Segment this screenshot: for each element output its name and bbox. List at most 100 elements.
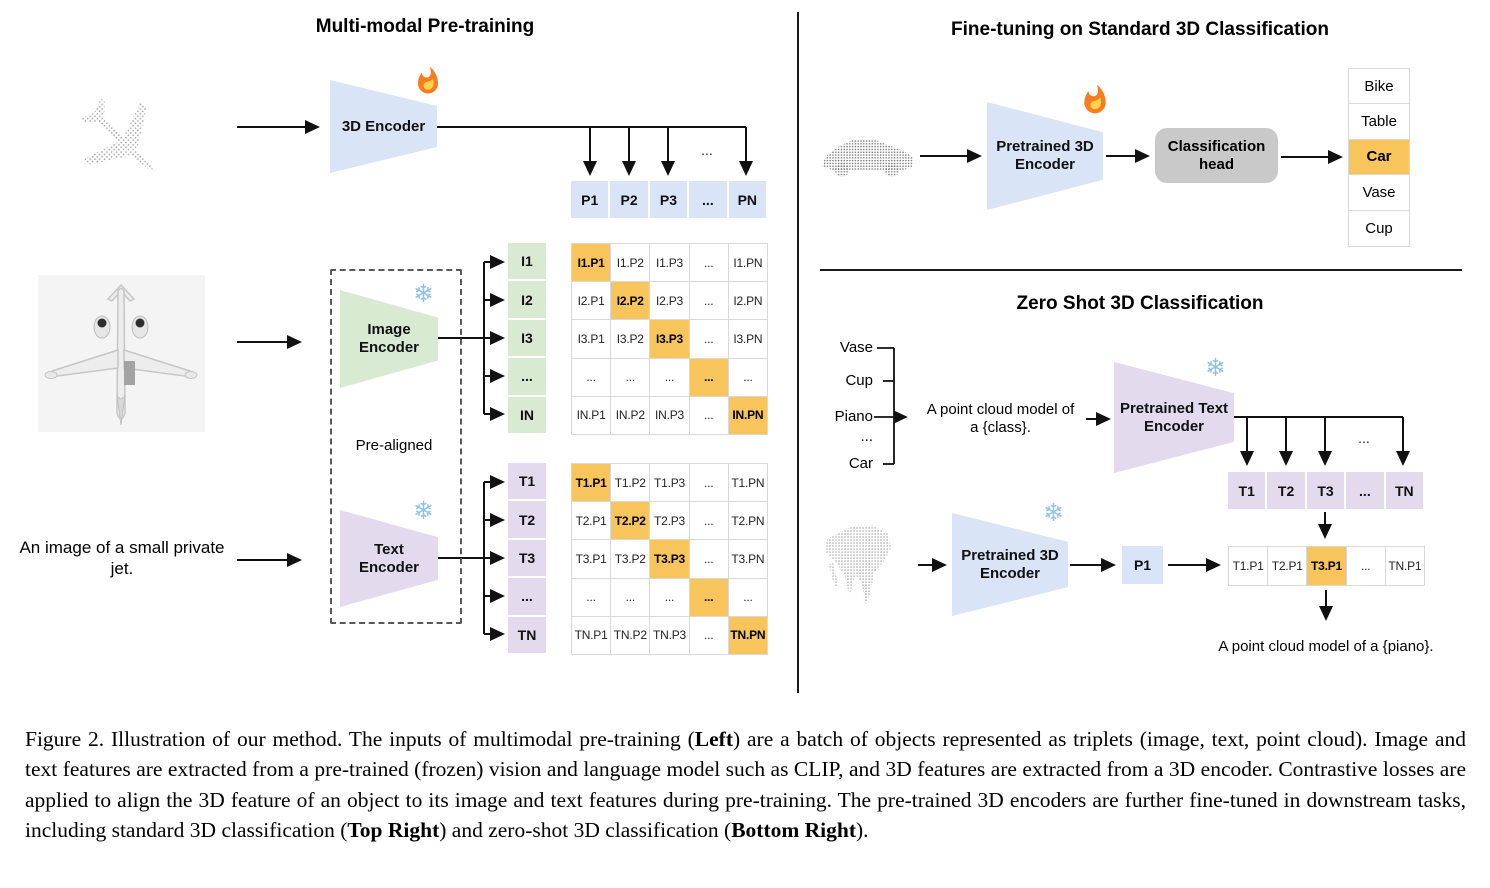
text-contrast-matrix: T1.P1 T1.P2 T1.P3... T1.PN T2.P1 T2.P2 T2.P3..… [571,463,768,655]
matrix-cell: I2.P2 [611,282,650,320]
zeroshot-title: Zero Shot 3D Classification [1016,293,1264,314]
matrix-cell: ... [689,358,728,396]
matrix-cell: T3.P2 [611,540,650,578]
matrix-cell: I1.P3 [650,244,689,282]
cell: I1 [508,243,546,280]
caption-text: ) are a batch of objects represented as … [25,727,1466,843]
matrix-cell: IN.P2 [611,396,650,434]
class-word: Cup [845,372,873,389]
image-feature-column: I1 I2 I3... IN [508,243,546,433]
zeroshot-result-label: A point cloud model of a {piano}. [1218,638,1434,655]
matrix-cell: ... [728,358,767,396]
p1-feature-box: P1 [1122,546,1163,584]
matrix-cell: I3.P3 [650,320,689,358]
matrix-cell: T2.P1 [572,502,611,540]
matrix-cell: I3.PN [728,320,767,358]
matrix-cell: ... [689,282,728,320]
caption-bold: Left [694,727,733,751]
cell: Bike [1349,69,1409,105]
cell: ... [508,358,546,395]
matrix-cell: T3.PN [728,540,767,578]
cell: ... [1346,547,1385,585]
pretraining-title: Multi-modal Pre-training [315,16,535,37]
matrix-cell: IN.P3 [650,396,689,434]
cell: Car [1349,139,1409,176]
matrix-cell: ... [689,244,728,282]
matrix-cell: ... [611,578,650,616]
zeroshot-result-row: T1.P1 T2.P1 T3.P1... TN.P1 [1228,546,1425,586]
cell: Vase [1349,175,1409,211]
matrix-cell: ... [650,578,689,616]
class-word: Car [848,455,873,472]
cell: T3.P1 [1307,547,1346,585]
cell: ... [689,181,727,218]
pretrained-3d-encoder: Pretrained 3D Encoder [952,513,1068,616]
matrix-cell: I2.P3 [650,282,689,320]
airplane-point-cloud [80,98,156,174]
cell: T3 [508,539,546,577]
snowflake-icon: ❄ [1205,354,1226,382]
matrix-cell: I3.P2 [611,320,650,358]
matrix-cell: ... [689,578,728,616]
matrix-cell: I3.P1 [572,320,611,358]
matrix-cell: TN.P3 [650,616,689,654]
matrix-cell: ... [689,502,728,540]
caption-bold: Bottom Right [731,818,857,843]
cell: TN [1385,472,1423,509]
cell: PN [728,181,766,218]
car-point-cloud [822,139,913,177]
classification-head: Classification head [1155,128,1278,183]
matrix-cell: T2.P2 [611,502,650,540]
cell: TN.P1 [1385,547,1424,585]
ellipsis-note: ... [701,142,713,158]
cell: I3 [508,319,546,357]
matrix-cell: I1.P2 [611,244,650,282]
snowflake-icon: ❄ [1043,499,1064,527]
matrix-cell: ... [611,358,650,396]
cell: T2 [508,501,546,538]
cell: P3 [649,181,688,218]
matrix-cell: I1.PN [728,244,767,282]
matrix-cell: ... [572,358,611,396]
caption-bold: Top Right [347,818,440,843]
matrix-cell: T2.P3 [650,502,689,540]
snowflake-icon: ❄ [413,280,434,308]
matrix-cell: TN.P1 [572,616,611,654]
matrix-cell: IN.P1 [572,396,611,434]
cell: T1 [1228,472,1266,509]
ellipsis-note: ... [1358,430,1370,446]
matrix-cell: T1.PN [728,464,767,502]
cell: P2 [610,181,648,218]
cell: ... [1346,472,1384,509]
class-word-ellipsis: ... [860,428,873,445]
caption-text: ). [856,818,869,843]
cell: I2 [508,281,546,318]
matrix-cell: IN.PN [728,396,767,434]
matrix-cell: T3.P3 [650,540,689,578]
cell: T2 [1267,472,1305,509]
matrix-cell: T1.P1 [572,464,611,502]
finetuning-title: Fine-tuning on Standard 3D Classificatio… [951,19,1329,40]
matrix-cell: ... [650,358,689,396]
prompt-template: A point cloud model of a {class}. [926,401,1075,436]
matrix-cell: ... [728,578,767,616]
cell: P1 [571,181,609,218]
piano-point-cloud [825,525,892,605]
matrix-cell: I2.PN [728,282,767,320]
matrix-cell: TN.PN [728,616,767,654]
matrix-cell: ... [689,616,728,654]
matrix-cell: TN.P2 [611,616,650,654]
p-feature-row: P1 P2 P3... PN [571,181,766,218]
pre-aligned-box [330,269,462,624]
fire-icon [413,66,443,101]
cell: T2.P1 [1268,547,1307,585]
cell: T1.P1 [1229,547,1268,585]
class-list: Bike Table Car Vase Cup [1348,68,1410,247]
matrix-cell: T1.P2 [611,464,650,502]
cell: T1 [508,463,546,500]
image-contrast-matrix: I1.P1 I1.P2 I1.P3... I1.PN I2.P1 I2.P2 I2.P3..… [571,243,768,435]
cell: ... [508,578,546,615]
zeroshot-t-row: T1 T2 T3... TN [1228,472,1423,509]
cell: Cup [1349,210,1409,246]
